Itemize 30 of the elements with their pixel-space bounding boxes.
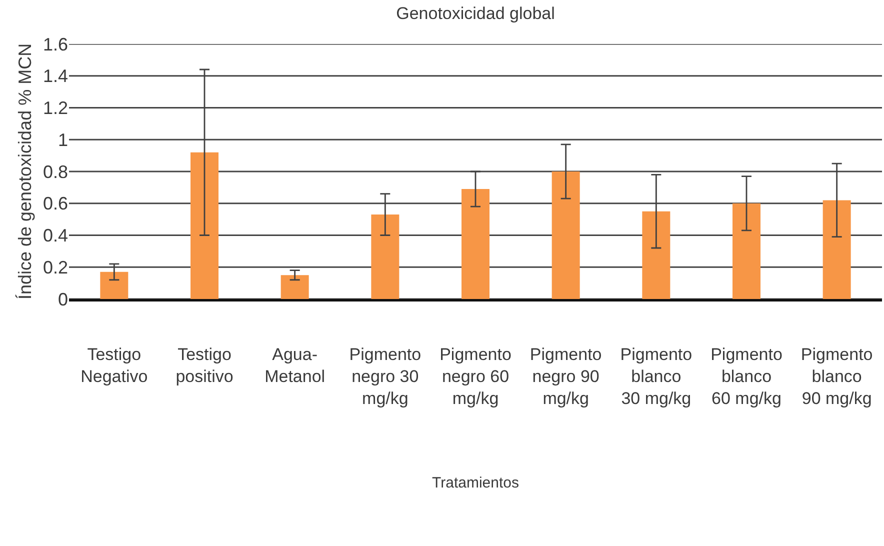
- x-tick-label: Agua-Metanol: [264, 344, 326, 386]
- chart-title: Genotoxicidad global: [396, 4, 555, 23]
- x-tick-label: Testigo Negativo: [80, 344, 148, 386]
- x-tick-label: Pigmento negro 30 mg/kg: [349, 344, 422, 408]
- bar: [190, 152, 218, 299]
- x-tick-label: Pigmento blanco 30 mg/kg: [620, 344, 692, 408]
- y-tick-label: 0.2: [42, 257, 68, 278]
- y-tick-label: 0.6: [42, 194, 68, 214]
- x-tick-label: Pigmento blanco 90 mg/kg: [800, 344, 873, 408]
- bar: [552, 172, 580, 299]
- bar: [462, 189, 490, 299]
- y-tick-label: 1.6: [42, 34, 68, 54]
- y-tick-label: 0.8: [42, 162, 68, 182]
- bar: [822, 200, 851, 299]
- x-tick-label: Pigmento negro 60 mg/kg: [440, 344, 512, 408]
- bar: [280, 275, 309, 299]
- x-tick-label: Testigo positivo: [176, 344, 234, 386]
- y-axis-title: Índice de genotoxicidad % MCN: [15, 43, 36, 300]
- y-tick-label: 1: [58, 130, 68, 150]
- y-tick-label: 1.4: [42, 66, 68, 86]
- y-tick-label: 1.2: [42, 98, 68, 118]
- bar: [642, 211, 670, 299]
- bar: [100, 272, 128, 299]
- bar: [732, 203, 760, 299]
- y-tick-label: 0.4: [42, 226, 68, 246]
- x-tick-label: Pigmento negro 90 mg/kg: [530, 344, 602, 408]
- x-tick-label: Pigmento blanco 60 mg/kg: [710, 344, 782, 408]
- y-tick-label: 0: [58, 289, 68, 310]
- x-axis-title: Tratamientos: [432, 474, 519, 492]
- bar: [371, 214, 400, 299]
